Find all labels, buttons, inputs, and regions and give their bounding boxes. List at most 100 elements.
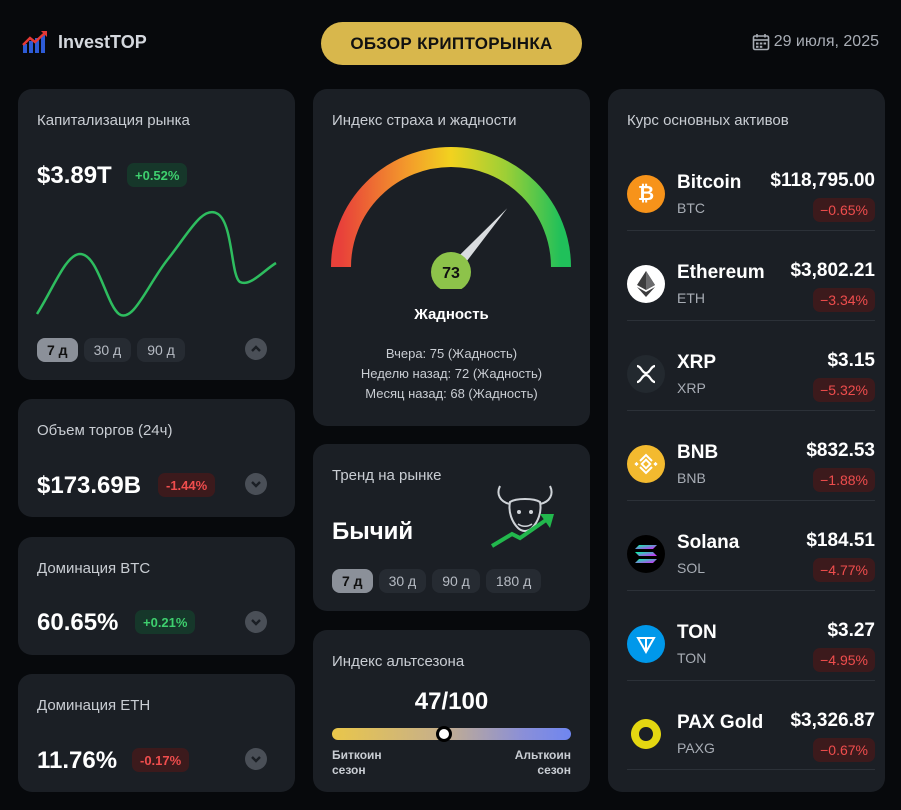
page-title: ОБЗОР КРИПТОРЫНКА	[321, 22, 582, 65]
asset-change-badge: −3.34%	[813, 288, 875, 312]
expand-button[interactable]	[245, 748, 267, 770]
divider	[627, 320, 875, 321]
divider	[627, 410, 875, 411]
altseason-slider-thumb	[436, 726, 453, 742]
fear-greed-title: Индекс страха и жадности	[332, 112, 517, 129]
volume-card: Объем торгов (24ч) $173.69B -1.44%	[18, 399, 295, 517]
expand-button[interactable]	[245, 473, 267, 495]
collapse-button[interactable]	[245, 338, 267, 360]
brand-logo[interactable]: InvestTOP	[22, 30, 147, 54]
asset-name: TON	[677, 622, 717, 643]
asset-price: $3.15	[827, 350, 875, 371]
altcoin-season-label-line2: сезон	[537, 763, 571, 777]
divider	[627, 680, 875, 681]
xrp-icon	[627, 355, 665, 393]
eth-dominance-change-badge: -0.17%	[132, 748, 190, 772]
bitcoin-season-label-line1: Биткоин	[332, 748, 382, 762]
asset-price: $3.27	[827, 620, 875, 641]
period-30d[interactable]: 30 д	[378, 569, 427, 593]
market-cap-card: Капитализация рынка $3.89T +0.52% 7 д 30…	[18, 89, 295, 380]
asset-change-badge: −0.65%	[813, 198, 875, 222]
calendar-icon	[752, 34, 769, 51]
fear-greed-card: Индекс страха и жадности 73 Жадность Вче…	[313, 89, 590, 426]
assets-title: Курс основных активов	[627, 112, 789, 129]
asset-price: $3,326.87	[790, 710, 875, 731]
brand-name: InvestTOP	[58, 31, 147, 52]
asset-row-ton[interactable]: TON TON $3.27 −4.95%	[627, 605, 875, 695]
asset-symbol: BNB	[677, 470, 706, 486]
fear-greed-gauge: 73	[331, 147, 571, 289]
asset-price: $3,802.21	[790, 260, 875, 281]
asset-change-badge: −0.67%	[813, 738, 875, 762]
asset-row-paxgold[interactable]: PAX Gold PAXG $3,326.87 −0.67%	[627, 695, 875, 785]
asset-symbol: SOL	[677, 560, 706, 576]
solana-icon	[627, 535, 665, 573]
period-90d[interactable]: 90 д	[432, 569, 480, 593]
trend-title: Тренд на рынке	[332, 467, 442, 484]
eth-dominance-title: Доминация ETH	[37, 697, 151, 714]
asset-change-badge: −4.77%	[813, 558, 875, 582]
ton-icon	[627, 625, 665, 663]
market-cap-change-badge: +0.52%	[127, 163, 188, 187]
volume-value: $173.69B	[37, 472, 142, 499]
market-cap-value: $3.89T	[37, 162, 112, 189]
btc-dominance-change-badge: +0.21%	[135, 610, 196, 634]
divider	[627, 500, 875, 501]
altseason-title: Индекс альтсезона	[332, 653, 465, 670]
trend-value: Бычий	[332, 518, 414, 545]
market-cap-sparkline	[35, 210, 277, 317]
date-display: 29 июля, 2025	[752, 33, 879, 51]
asset-symbol: TON	[677, 650, 707, 666]
asset-name: Solana	[677, 532, 740, 553]
eth-dominance-value: 11.76%	[37, 747, 118, 774]
volume-change-badge: -1.44%	[158, 473, 216, 497]
asset-row-xrp[interactable]: XRP XRP $3.15 −5.32%	[627, 335, 875, 425]
history-yesterday: Вчера: 75 (Жадность)	[385, 346, 518, 361]
period-30d[interactable]: 30 д	[83, 338, 132, 362]
period-7d[interactable]: 7 д	[332, 569, 373, 593]
paxgold-icon	[627, 715, 665, 753]
asset-price: $118,795.00	[770, 170, 875, 191]
eth-dominance-card: Доминация ETH 11.76% -0.17%	[18, 674, 295, 792]
asset-symbol: XRP	[677, 380, 706, 396]
chevron-down-icon	[251, 481, 261, 488]
period-180d[interactable]: 180 д	[485, 569, 542, 593]
btc-dominance-card: Доминация BTC 60.65% +0.21%	[18, 537, 295, 655]
asset-price: $832.53	[806, 440, 875, 461]
asset-name: Ethereum	[677, 262, 765, 283]
volume-title: Объем торгов (24ч)	[37, 422, 173, 439]
bull-icon	[490, 485, 554, 548]
asset-name: Bitcoin	[677, 172, 742, 193]
gauge-value-text: 73	[442, 265, 460, 282]
ethereum-icon	[627, 265, 665, 303]
period-90d[interactable]: 90 д	[137, 338, 185, 362]
fear-greed-label: Жадность	[414, 306, 489, 323]
altcoin-season-label-line1: Альткоин	[514, 748, 571, 762]
expand-button[interactable]	[245, 611, 267, 633]
period-7d[interactable]: 7 д	[37, 338, 78, 362]
asset-row-bitcoin[interactable]: ₿ Bitcoin BTC $118,795.00 −0.65%	[627, 155, 875, 245]
asset-change-badge: −1.88%	[813, 468, 875, 492]
sparkline-path	[35, 210, 277, 317]
asset-row-bnb[interactable]: BNB BNB $832.53 −1.88%	[627, 425, 875, 515]
history-week-ago: Неделю назад: 72 (Жадность)	[360, 366, 543, 381]
altcoin-season-label: Альткоин сезон	[515, 748, 571, 778]
asset-row-solana[interactable]: Solana SOL $184.51 −4.77%	[627, 515, 875, 605]
asset-name: XRP	[677, 352, 717, 373]
trend-period-selector: 7 д 30 д 90 д 180 д	[332, 569, 542, 593]
assets-card: Курс основных активов ₿ Bitcoin BTC $118…	[608, 89, 885, 792]
divider	[627, 230, 875, 231]
history-month-ago: Месяц назад: 68 (Жадность)	[365, 386, 538, 401]
asset-row-ethereum[interactable]: Ethereum ETH $3,802.21 −3.34%	[627, 245, 875, 335]
chart-logo-icon	[22, 31, 47, 53]
bitcoin-season-label-line2: сезон	[332, 763, 366, 777]
btc-dominance-title: Доминация BTC	[37, 560, 151, 577]
bitcoin-icon: ₿	[627, 175, 665, 213]
asset-symbol: ETH	[677, 290, 705, 306]
asset-name: PAX Gold	[677, 712, 764, 733]
altseason-card: Индекс альтсезона 47/100 Биткоин сезон А…	[313, 630, 590, 792]
divider	[627, 590, 875, 591]
chevron-up-icon	[251, 345, 261, 352]
gauge-arc	[331, 147, 571, 268]
bnb-icon	[627, 445, 665, 483]
